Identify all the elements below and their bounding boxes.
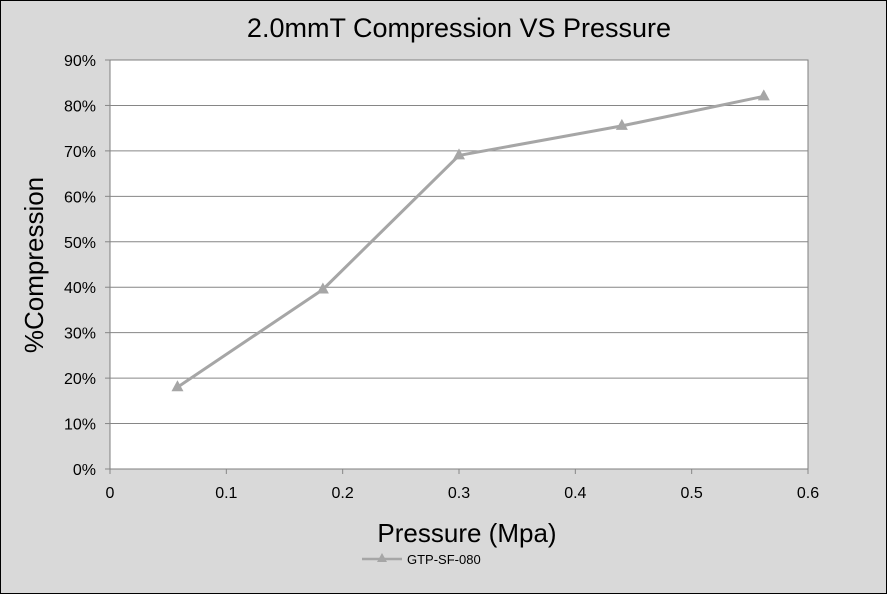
x-tick-label: 0.4 [564,485,586,502]
y-tick-labels: 0% 10% 20% 30% 40% 50% 60% 70% 80% 90% [64,53,96,479]
x-tick-labels: 0 0.1 0.2 0.3 0.4 0.5 0.6 [106,485,820,502]
y-tick-label: 0% [73,462,96,479]
legend: GTP-SF-080 [362,552,481,567]
data-point-marker [757,89,770,101]
plot-area [109,59,809,470]
y-tick-label: 90% [64,53,96,70]
data-point-marker [316,282,329,294]
x-tick-label: 0.2 [332,485,354,502]
y-tick-label: 30% [64,326,96,343]
data-point-marker [453,148,465,160]
y-tick-label: 20% [64,371,96,388]
y-axis-label: %Compression [19,177,49,353]
series-layer [171,89,770,392]
x-axis-label: Pressure (Mpa) [377,518,556,548]
y-tick-label: 40% [64,280,96,297]
x-tick-label: 0.3 [448,485,470,502]
legend-marker [377,553,387,562]
chart-title: 2.0mmT Compression VS Pressure [247,13,671,43]
x-tick-label: 0.1 [215,485,237,502]
y-tick-label: 80% [64,98,96,115]
y-tick-label: 70% [64,144,96,161]
data-point-marker [171,380,184,392]
legend-label: GTP-SF-080 [407,552,481,567]
x-tick-label: 0 [106,485,115,502]
x-tick-label: 0.5 [681,485,703,502]
y-tick-label: 50% [64,235,96,252]
grid-lines [105,59,809,474]
x-tick-label: 0.6 [797,485,819,502]
y-tick-label: 60% [64,189,96,206]
data-point-marker [615,118,628,130]
y-tick-label: 10% [64,417,96,434]
